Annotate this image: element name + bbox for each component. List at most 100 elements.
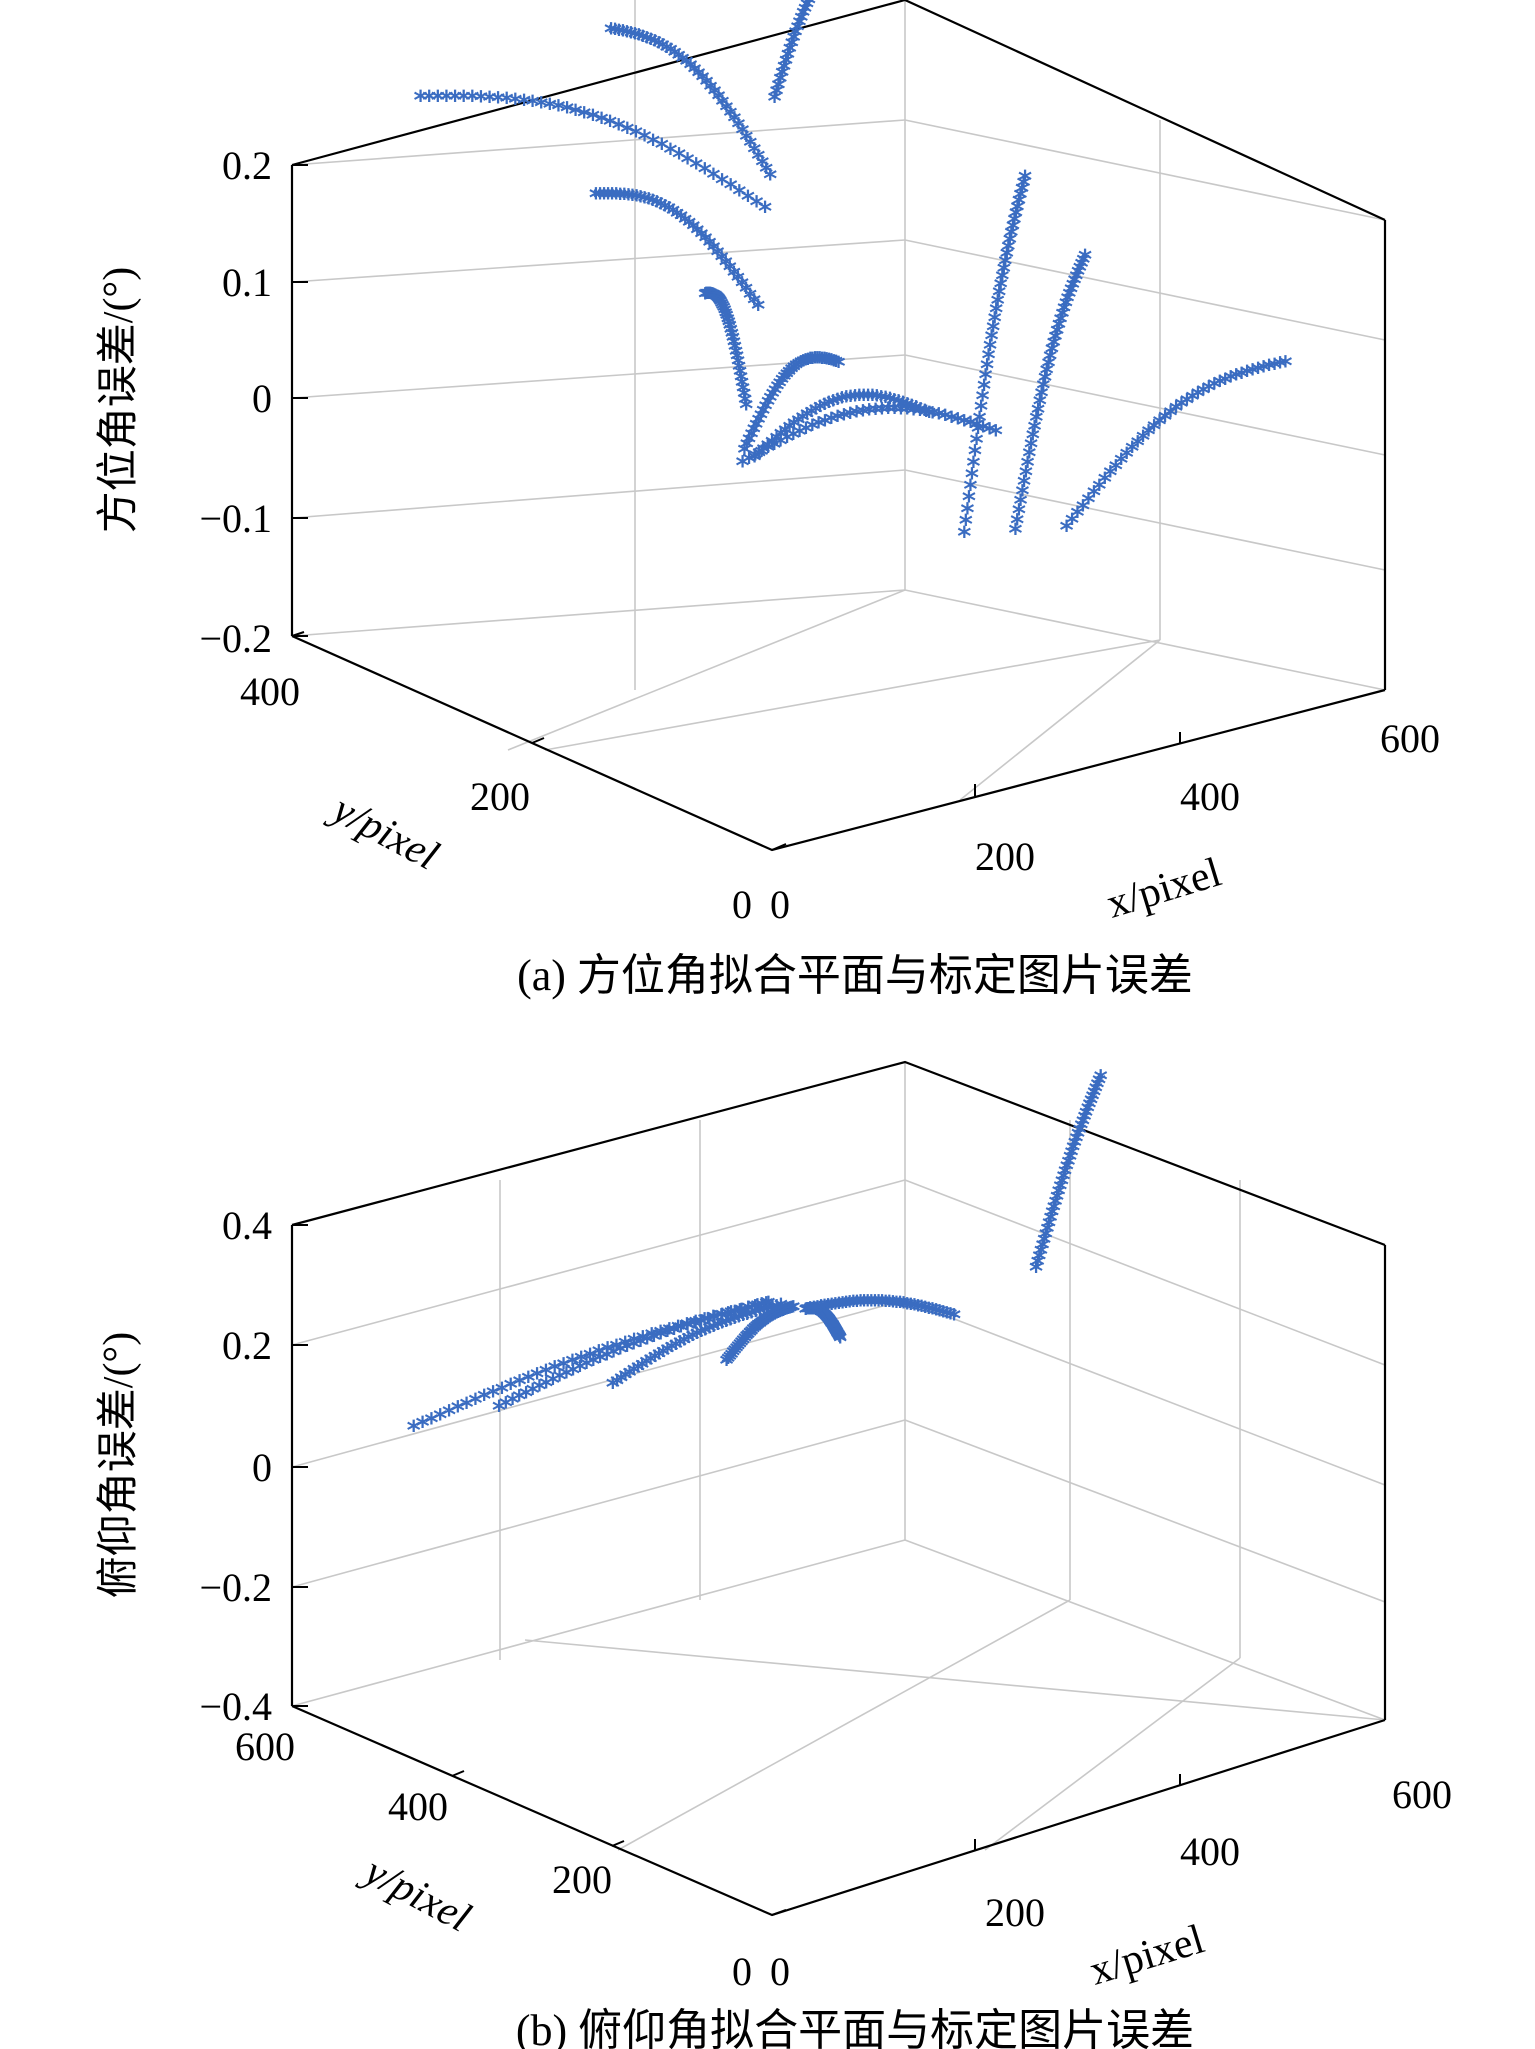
- chart-a-point: *: [1015, 480, 1029, 511]
- chart-a-point: *: [1069, 265, 1083, 296]
- chart-a-point: *: [1015, 178, 1029, 209]
- chart-a-point: *: [1213, 371, 1227, 402]
- chart-a-point: *: [1048, 325, 1062, 356]
- chart-a-point: *: [482, 86, 496, 117]
- chart-b-ztick-label: 0.4: [222, 1203, 272, 1248]
- chart-a-point: *: [723, 102, 737, 133]
- chart-b-point: *: [546, 1369, 560, 1400]
- chart-a-point: *: [1207, 373, 1221, 404]
- chart-a-point: *: [1136, 425, 1150, 456]
- chart-a-point: *: [794, 351, 808, 382]
- chart-b-point: *: [771, 1301, 785, 1332]
- chart-a-point: *: [439, 85, 453, 116]
- chart-a-point: *: [747, 418, 761, 449]
- chart-b-point: *: [738, 1327, 752, 1358]
- chart-a-point: *: [755, 151, 769, 182]
- chart-a-point: *: [1196, 379, 1210, 410]
- chart-b-point: *: [639, 1351, 653, 1382]
- chart-a-point: *: [1019, 461, 1033, 492]
- chart-b-point: *: [780, 1298, 794, 1329]
- chart-a-point: *: [605, 183, 619, 214]
- chart-a-point: *: [737, 438, 751, 469]
- chart-a-point: *: [808, 0, 822, 10]
- chart-b-point: *: [826, 1315, 840, 1346]
- chart-b-point: *: [681, 1314, 695, 1345]
- chart-a-point: *: [799, 349, 813, 380]
- chart-b-point: *: [1048, 1191, 1062, 1222]
- chart-b-point: *: [835, 1292, 849, 1323]
- chart-b-point: *: [671, 1315, 685, 1346]
- chart-a-point: *: [1038, 367, 1052, 398]
- chart-a-point: *: [994, 273, 1008, 304]
- chart-a-point: *: [1050, 319, 1064, 350]
- chart-b-point: *: [1094, 1065, 1108, 1096]
- chart-b-point: *: [1071, 1123, 1085, 1154]
- chart-b-point: *: [897, 1292, 911, 1323]
- chart-b-point: *: [592, 1340, 606, 1371]
- chart-a-point: *: [1152, 410, 1166, 441]
- chart-b-point: *: [774, 1294, 788, 1325]
- chart-a-point: *: [800, 0, 814, 24]
- chart-b-point: *: [433, 1404, 447, 1435]
- chart-a-point: *: [824, 349, 838, 380]
- chart-b-point: *: [1045, 1201, 1059, 1232]
- chart-b-point: *: [613, 1338, 627, 1369]
- chart-a-point: *: [848, 385, 862, 416]
- chart-a-point: *: [732, 355, 746, 386]
- chart-a-point: *: [727, 261, 741, 292]
- chart-a-point: *: [1028, 415, 1042, 446]
- chart-a-point: *: [783, 416, 797, 447]
- chart-a-point: *: [808, 347, 822, 378]
- chart-a-point: *: [740, 433, 754, 464]
- chart-b-point: *: [665, 1336, 679, 1367]
- chart-b-point: *: [886, 1291, 900, 1322]
- chart-b-point: *: [729, 1337, 743, 1368]
- chart-a-point: *: [652, 32, 666, 63]
- chart-a-xtick-label: 400: [1180, 774, 1240, 819]
- chart-a-point: *: [698, 283, 712, 314]
- chart-b-point: *: [669, 1333, 683, 1364]
- chart-a-point: *: [1185, 385, 1199, 416]
- chart-a-point: *: [1074, 253, 1088, 284]
- chart-b-point: *: [1087, 1081, 1101, 1112]
- chart-b-point: *: [728, 1339, 742, 1370]
- chart-b-point: *: [843, 1291, 857, 1322]
- chart-b-point: *: [631, 1356, 645, 1387]
- chart-a-point: *: [862, 399, 876, 430]
- chart-a-point: *: [670, 202, 684, 233]
- chart-a-point: *: [830, 388, 844, 419]
- chart-a-point: *: [913, 398, 927, 429]
- chart-a-point: *: [703, 75, 717, 106]
- chart-a-point: *: [465, 86, 479, 117]
- chart-a-point: *: [742, 428, 756, 459]
- chart-a-point: *: [761, 437, 775, 468]
- chart-a-point: *: [1125, 437, 1139, 468]
- chart-a-point: *: [728, 336, 742, 367]
- chart-b-point: *: [686, 1325, 700, 1356]
- chart-b-point: *: [806, 1298, 820, 1329]
- chart-a-point: *: [794, 6, 808, 37]
- chart-a-point: *: [646, 129, 660, 160]
- chart-b-point: *: [904, 1293, 918, 1324]
- chart-b-point: *: [652, 1343, 666, 1374]
- chart-b-point: *: [532, 1375, 546, 1406]
- chart-a-point: *: [831, 351, 845, 382]
- chart-a-point: *: [742, 448, 756, 479]
- chart-a-point: *: [603, 111, 617, 142]
- chart-a-point: *: [707, 80, 721, 111]
- chart-a-point: *: [1010, 509, 1024, 540]
- chart-a-point: *: [789, 21, 803, 52]
- chart-a-point: *: [925, 402, 939, 433]
- chart-b-point: *: [662, 1318, 676, 1349]
- chart-b-point: *: [724, 1343, 738, 1374]
- chart-a-point: *: [785, 32, 799, 63]
- chart-b-point: *: [1047, 1196, 1061, 1227]
- chart-a-point: *: [629, 185, 643, 216]
- chart-b-point: *: [539, 1372, 553, 1403]
- chart-b-point: *: [723, 1345, 737, 1376]
- chart-b-point: *: [742, 1297, 756, 1328]
- chart-b-point: *: [644, 1348, 658, 1379]
- chart-a-point: *: [715, 90, 729, 121]
- chart-a-point: *: [1016, 172, 1030, 203]
- chart-a-point: *: [1235, 362, 1249, 393]
